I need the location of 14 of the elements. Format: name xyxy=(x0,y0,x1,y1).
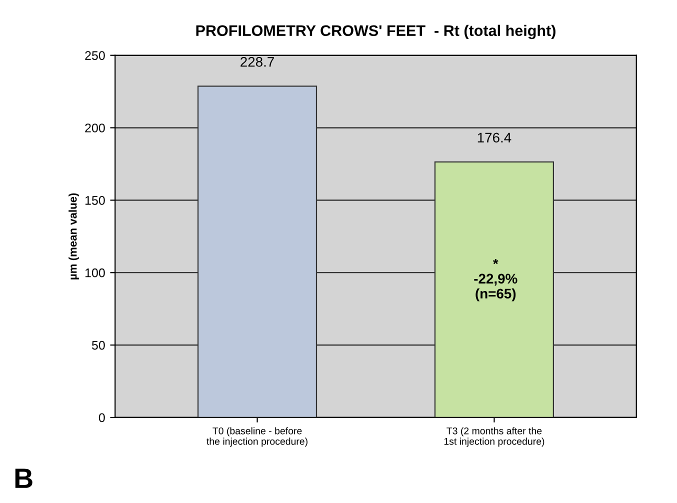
text: B xyxy=(15,468,32,488)
x-tick-label: T3 (2 months after the 1st injection procedure) xyxy=(444,427,544,447)
y-tick-label: 250 xyxy=(85,51,105,60)
y-axis-title: µm (mean value) xyxy=(68,193,79,280)
y-tick-label: 200 xyxy=(85,124,105,132)
y-tick-label: 0 xyxy=(98,413,105,422)
annotation: * -22,9% (n=65) xyxy=(474,258,518,302)
chart-title: PROFILOMETRY CROWS' FEET - Rt (total height) xyxy=(196,24,556,40)
data-label: 176.4 xyxy=(478,132,512,143)
y-tick-label: 50 xyxy=(92,340,105,350)
x-tick-label: T0 (baseline - before the injection procedure) xyxy=(206,427,308,447)
data-label: 228.7 xyxy=(240,56,274,67)
y-tick-label: 150 xyxy=(85,196,105,205)
y-tick-label: 100 xyxy=(85,268,105,278)
